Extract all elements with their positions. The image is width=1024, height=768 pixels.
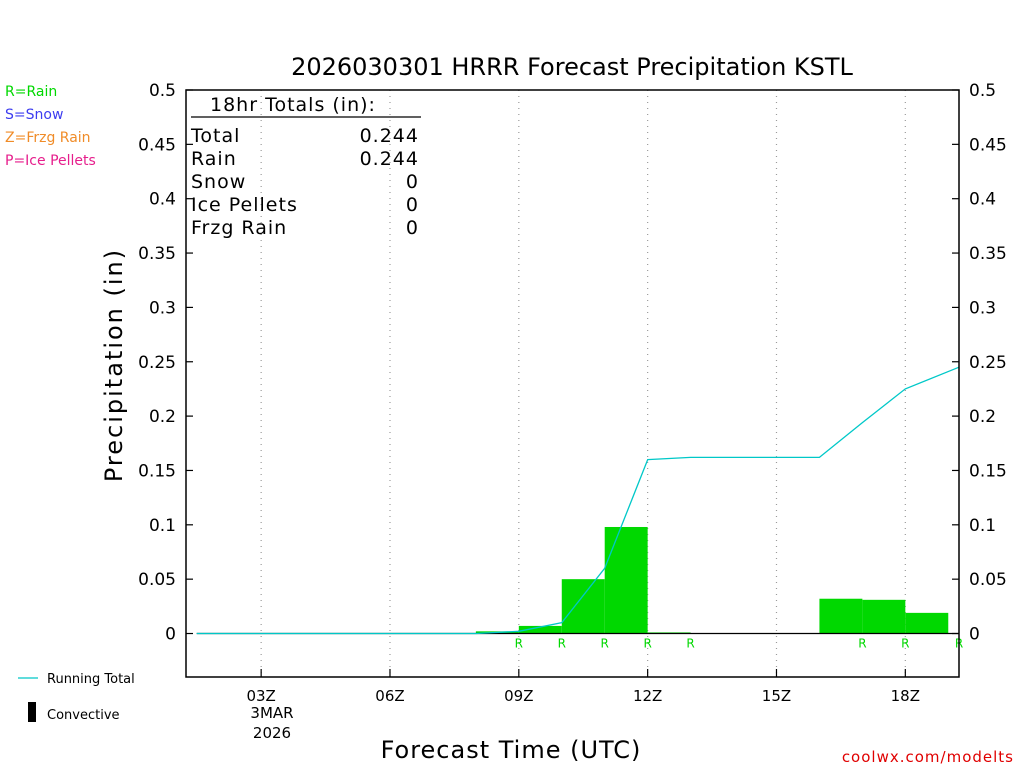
y-tick-label: 0.2: [149, 407, 176, 427]
y-axis-label: Precipitation (in): [100, 248, 128, 482]
precip-bar: [561, 579, 605, 634]
totals-row-label: Frzg Rain: [191, 217, 287, 239]
y-tick-label-right: 0: [969, 625, 980, 645]
ptype-legend: R=Rain S=Snow Z=Frzg Rain P=Ice Pellets: [5, 84, 96, 169]
x-tick-label: 06Z: [375, 687, 404, 705]
y-tick-label: 0.4: [149, 190, 176, 210]
y-tick-label: 0.1: [149, 516, 176, 536]
x-tick-label: 03Z: [246, 687, 275, 705]
y-tick-label: 0.3: [149, 298, 176, 318]
totals-row-label: Total: [190, 125, 240, 147]
y-axis-right: 0 0.05 0.1 0.15 0.2 0.25 0.3 0.35 0.4 0.45 0.5: [952, 81, 1007, 645]
y-tick-label: 0.05: [138, 570, 176, 590]
series-legend: Running Total Convective: [18, 672, 135, 723]
y-tick-label-right: 0.4: [969, 190, 996, 210]
x-axis: 03Z 06Z 09Z 12Z 15Z 18Z: [246, 669, 920, 705]
totals-box: 18hr Totals (in): Total 0.244 Rain 0.244 Sno…: [190, 94, 421, 239]
running-total-legend-label: Running Total: [47, 672, 135, 687]
totals-row-value: 0: [406, 171, 419, 193]
chart-title: 2026030301 HRRR Forecast Precipitation K…: [291, 53, 853, 81]
totals-row-value: 0: [406, 194, 419, 216]
y-tick-label: 0.45: [138, 135, 176, 155]
y-tick-label-right: 0.3: [969, 298, 996, 318]
ptype-marker-rain: R: [686, 637, 694, 651]
ptype-marker-rain: R: [601, 637, 609, 651]
credit-text: coolwx.com/modelts: [842, 748, 1014, 766]
y-tick-label: 0.5: [149, 81, 176, 101]
totals-row-value: 0.244: [360, 125, 419, 147]
totals-row-label: Ice Pellets: [191, 194, 298, 216]
y-tick-label-right: 0.45: [969, 135, 1007, 155]
plot-frame: [185, 89, 960, 678]
y-tick-label-right: 0.2: [969, 407, 996, 427]
y-tick-label-right: 0.35: [969, 244, 1007, 264]
y-tick-label: 0.15: [138, 461, 176, 481]
precip-bar: [862, 599, 906, 634]
running-total-line: [196, 366, 960, 635]
ptype-marker-rain: R: [643, 637, 651, 651]
x-tick-label: 15Z: [762, 687, 791, 705]
ptype-marker-rain: R: [558, 637, 566, 651]
x-date-label-day: 3MAR: [250, 704, 293, 722]
y-tick-label-right: 0.1: [969, 516, 996, 536]
ptype-legend-item: S=Snow: [5, 107, 63, 123]
totals-row-label: Rain: [191, 148, 237, 170]
convective-legend-swatch: [28, 702, 36, 722]
y-tick-label: 0: [165, 625, 176, 645]
precip-bar: [905, 612, 949, 634]
running-total-series: [196, 366, 960, 635]
totals-row-label: Snow: [191, 171, 246, 193]
ptype-legend-item: Z=Frzg Rain: [5, 130, 91, 146]
convective-legend-label: Convective: [47, 708, 120, 723]
ptype-marker-rain: R: [515, 637, 523, 651]
ptype-marker-rain: R: [858, 637, 866, 651]
hourly-precip-bars: [475, 526, 949, 634]
y-axis-left: 0 0.05 0.1 0.15 0.2 0.25 0.3 0.35 0.4 0.45 0.5: [138, 81, 193, 645]
precip-bar: [604, 526, 648, 634]
ptype-marker-rain: R: [901, 637, 909, 651]
x-date-label-year: 2026: [253, 724, 291, 742]
precip-bar: [819, 598, 863, 634]
y-tick-label: 0.25: [138, 353, 176, 373]
x-axis-label: Forecast Time (UTC): [381, 736, 642, 764]
y-tick-label-right: 0.25: [969, 353, 1007, 373]
x-tick-label: 12Z: [633, 687, 662, 705]
precip-bar: [518, 625, 562, 634]
y-tick-label-right: 0.05: [969, 570, 1007, 590]
totals-row-value: 0: [406, 217, 419, 239]
totals-row-value: 0.244: [360, 148, 419, 170]
ptype-legend-item: P=Ice Pellets: [5, 153, 96, 169]
y-tick-label-right: 0.5: [969, 81, 996, 101]
y-tick-label-right: 0.15: [969, 461, 1007, 481]
x-tick-label: 09Z: [504, 687, 533, 705]
x-tick-label: 18Z: [891, 687, 920, 705]
totals-header: 18hr Totals (in):: [210, 94, 376, 116]
y-tick-label: 0.35: [138, 244, 176, 264]
ptype-legend-item: R=Rain: [5, 84, 57, 100]
